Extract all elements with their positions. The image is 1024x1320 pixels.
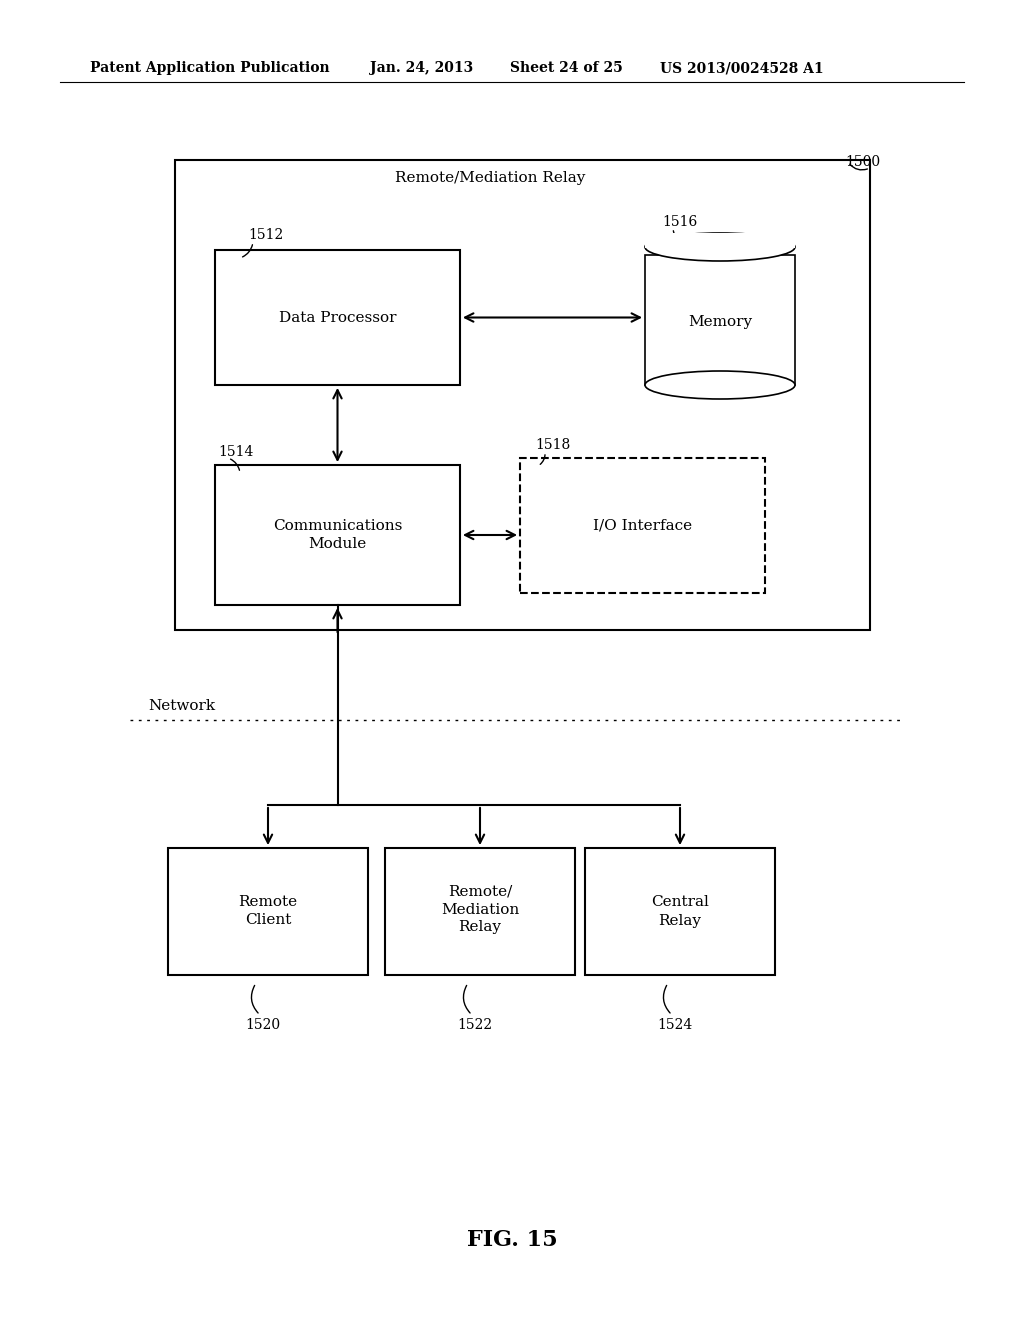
Text: Remote/Mediation Relay: Remote/Mediation Relay xyxy=(395,172,585,185)
Text: US 2013/0024528 A1: US 2013/0024528 A1 xyxy=(660,61,823,75)
FancyBboxPatch shape xyxy=(385,847,575,975)
Text: Memory: Memory xyxy=(688,315,752,329)
Text: 1522: 1522 xyxy=(458,1018,493,1032)
FancyBboxPatch shape xyxy=(168,847,368,975)
FancyBboxPatch shape xyxy=(215,249,460,385)
Ellipse shape xyxy=(645,371,795,399)
Text: 1524: 1524 xyxy=(657,1018,692,1032)
FancyBboxPatch shape xyxy=(645,255,795,385)
Text: Relay: Relay xyxy=(459,920,502,935)
Text: Relay: Relay xyxy=(658,913,701,928)
Text: 1512: 1512 xyxy=(248,228,284,242)
Text: Module: Module xyxy=(308,537,367,550)
Text: Remote: Remote xyxy=(239,895,298,909)
Text: Mediation: Mediation xyxy=(441,903,519,916)
Text: 1516: 1516 xyxy=(662,215,697,228)
Text: Remote/: Remote/ xyxy=(447,884,512,899)
Ellipse shape xyxy=(645,234,795,261)
FancyBboxPatch shape xyxy=(645,234,795,248)
FancyBboxPatch shape xyxy=(520,458,765,593)
Text: 1514: 1514 xyxy=(218,445,253,459)
Text: Patent Application Publication: Patent Application Publication xyxy=(90,61,330,75)
Text: Client: Client xyxy=(245,913,291,928)
Text: FIG. 15: FIG. 15 xyxy=(467,1229,557,1251)
Text: Network: Network xyxy=(148,700,215,713)
FancyBboxPatch shape xyxy=(175,160,870,630)
Text: Communications: Communications xyxy=(272,519,402,533)
Text: Data Processor: Data Processor xyxy=(279,310,396,325)
Text: Sheet 24 of 25: Sheet 24 of 25 xyxy=(510,61,623,75)
Text: Jan. 24, 2013: Jan. 24, 2013 xyxy=(370,61,473,75)
Text: 1518: 1518 xyxy=(535,438,570,451)
FancyBboxPatch shape xyxy=(215,465,460,605)
FancyBboxPatch shape xyxy=(585,847,775,975)
Text: 1500: 1500 xyxy=(845,154,880,169)
Text: 1520: 1520 xyxy=(246,1018,281,1032)
Text: I/O Interface: I/O Interface xyxy=(593,519,692,532)
Text: Central: Central xyxy=(651,895,709,909)
